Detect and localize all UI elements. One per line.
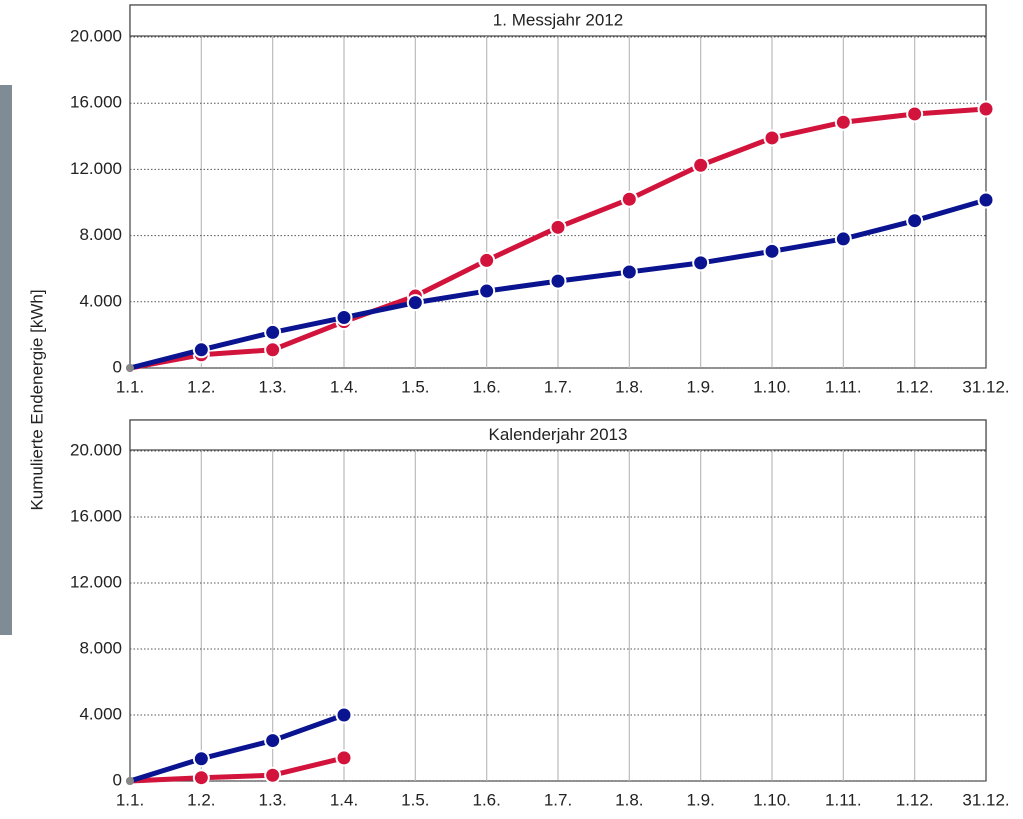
- x-tick-label: 1.11.: [825, 377, 862, 396]
- x-tick-label: 31.12.: [962, 377, 1009, 396]
- data-point: [265, 733, 280, 748]
- y-tick-label: 4.000: [79, 704, 122, 723]
- x-tick-label: 1.2.: [187, 377, 215, 396]
- panel-title: Kalenderjahr 2013: [489, 425, 628, 444]
- x-tick-label: 1.5.: [401, 377, 429, 396]
- y-tick-label: 8.000: [79, 638, 122, 657]
- x-tick-label: 1.10.: [753, 377, 791, 396]
- y-tick-label: 20.000: [70, 26, 122, 45]
- x-tick-label: 1.2.: [187, 790, 215, 809]
- y-tick-label: 20.000: [70, 440, 122, 459]
- data-point: [979, 193, 994, 208]
- y-tick-label: 8.000: [79, 225, 122, 244]
- x-tick-label: 1.5.: [401, 790, 429, 809]
- x-tick-label: 1.11.: [825, 790, 862, 809]
- y-tick-label: 4.000: [79, 291, 122, 310]
- data-point: [194, 751, 209, 766]
- y-tick-label: 16.000: [70, 506, 122, 525]
- y-tick-label: 0: [113, 357, 122, 376]
- data-point: [836, 115, 851, 130]
- x-tick-label: 1.3.: [258, 790, 286, 809]
- x-tick-label: 1.7.: [544, 790, 572, 809]
- data-point: [194, 342, 209, 357]
- data-point: [337, 750, 352, 765]
- data-point: [622, 265, 637, 280]
- data-point: [337, 708, 352, 723]
- data-point: [479, 284, 494, 299]
- x-tick-label: 1.9.: [686, 790, 714, 809]
- data-point: [551, 274, 566, 289]
- data-point: [622, 192, 637, 207]
- x-tick-label: 1.4.: [330, 377, 358, 396]
- data-point: [765, 130, 780, 145]
- x-tick-label: 1.9.: [686, 377, 714, 396]
- y-tick-label: 12.000: [70, 572, 122, 591]
- y-tick-label: 0: [113, 770, 122, 789]
- data-point: [265, 768, 280, 783]
- data-point: [907, 213, 922, 228]
- x-tick-label: 1.8.: [615, 377, 643, 396]
- data-point: [479, 253, 494, 268]
- x-tick-label: 1.3.: [258, 377, 286, 396]
- data-point: [265, 342, 280, 357]
- data-point: [126, 777, 134, 785]
- data-point: [836, 231, 851, 246]
- panel-title: 1. Messjahr 2012: [493, 10, 623, 29]
- data-point: [551, 220, 566, 235]
- x-tick-label: 1.6.: [472, 377, 500, 396]
- x-tick-label: 1.1.: [116, 377, 144, 396]
- y-tick-label: 12.000: [70, 159, 122, 178]
- data-point: [693, 158, 708, 173]
- data-point: [337, 310, 352, 325]
- x-tick-label: 1.1.: [116, 790, 144, 809]
- data-point: [907, 106, 922, 121]
- data-point: [126, 364, 134, 372]
- data-point: [693, 255, 708, 270]
- x-tick-label: 1.4.: [330, 790, 358, 809]
- chart: Kumulierte Endenergie [kWh] 1. Messjahr …: [0, 0, 1023, 819]
- x-tick-label: 31.12.: [962, 790, 1009, 809]
- x-tick-label: 1.6.: [472, 790, 500, 809]
- data-point: [765, 244, 780, 259]
- x-tick-label: 1.12.: [896, 790, 934, 809]
- data-point: [408, 295, 423, 310]
- x-tick-label: 1.10.: [753, 790, 791, 809]
- photo-edge: [0, 85, 12, 635]
- data-point: [979, 101, 994, 116]
- data-point: [265, 325, 280, 340]
- x-tick-label: 1.8.: [615, 790, 643, 809]
- x-tick-label: 1.12.: [896, 377, 934, 396]
- y-tick-label: 16.000: [70, 93, 122, 112]
- x-tick-label: 1.7.: [544, 377, 572, 396]
- data-point: [194, 770, 209, 785]
- y-axis-label: Kumulierte Endenergie [kWh]: [27, 289, 46, 510]
